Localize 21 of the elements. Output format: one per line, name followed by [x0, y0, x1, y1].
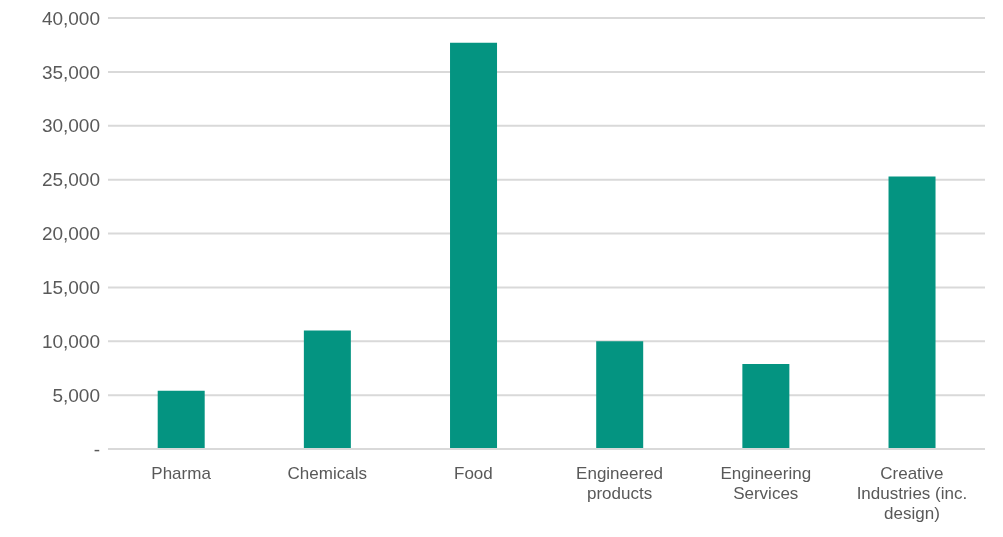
y-tick-label: 20,000 — [41, 223, 100, 245]
bar — [157, 390, 205, 449]
bar — [303, 330, 351, 449]
y-tick-label: 15,000 — [41, 277, 100, 299]
y-tick-label: - — [93, 438, 100, 460]
x-tick-label: Pharma — [151, 464, 212, 483]
x-tick-label: Food — [454, 464, 493, 483]
bar — [596, 341, 644, 449]
y-tick-label: 40,000 — [41, 7, 100, 29]
y-tick-label: 10,000 — [41, 330, 100, 352]
bar — [450, 42, 498, 449]
bar — [888, 176, 936, 449]
y-tick-label: 25,000 — [41, 169, 100, 191]
bar — [742, 363, 790, 449]
x-tick-label: Engineering Services — [720, 464, 812, 503]
y-tick-label: 5,000 — [52, 384, 100, 406]
x-tick-label: Creative Industries (inc. design) — [856, 464, 968, 523]
x-tick-label: Engineered products — [576, 464, 664, 503]
y-tick-label: 35,000 — [41, 61, 100, 83]
y-tick-label: 30,000 — [41, 115, 100, 137]
x-tick-label: Chemicals — [287, 464, 367, 483]
